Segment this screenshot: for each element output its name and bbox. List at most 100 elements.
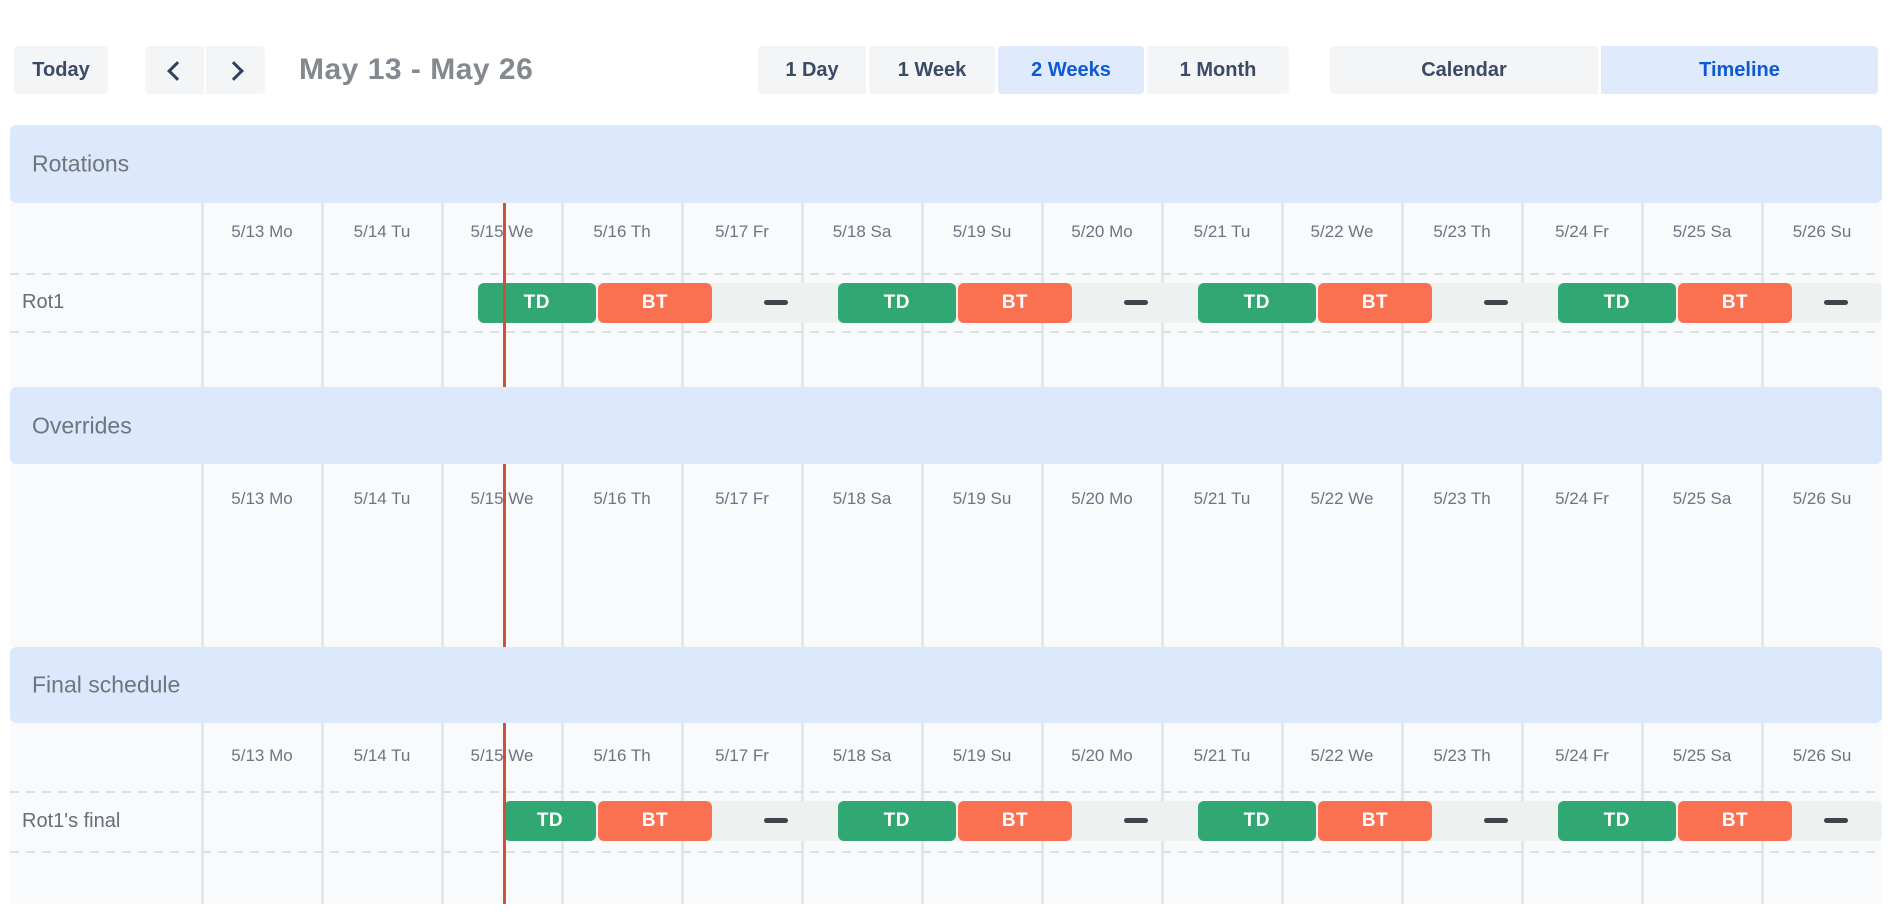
shift-bar-td[interactable]: TD (838, 801, 956, 841)
date-label: 5/20 Mo (1071, 222, 1133, 241)
mode-button-timeline[interactable]: Timeline (1601, 46, 1878, 94)
date-label: 5/23 Th (1433, 746, 1491, 765)
shift-bar-td[interactable]: TD (478, 283, 596, 323)
date-range-title: May 13 - May 26 (299, 53, 534, 86)
date-label: 5/16 Th (593, 746, 651, 765)
date-label: 5/18 Sa (832, 222, 892, 241)
gap-dash-icon (1123, 818, 1148, 823)
shift-bar-td[interactable]: TD (504, 801, 596, 841)
view-button-1-week[interactable]: 1 Week (869, 46, 995, 94)
shift-bar-td[interactable]: TD (1558, 801, 1676, 841)
date-label: 5/25 Sa (1672, 746, 1732, 765)
shift-bar-td[interactable]: TD (838, 283, 956, 323)
date-label: 5/15 We (470, 746, 534, 765)
view-button-1-day[interactable]: 1 Day (758, 46, 866, 94)
date-label: 5/14 Tu (353, 489, 411, 508)
shift-bar-bt[interactable]: BT (958, 801, 1072, 841)
view-button-2-weeks[interactable]: 2 Weeks (998, 46, 1144, 94)
column-separator (321, 464, 324, 647)
date-label: 5/24 Fr (1555, 746, 1609, 765)
shift-bar-bt[interactable]: BT (1318, 283, 1432, 323)
column-separator (561, 464, 564, 647)
date-label: 5/23 Th (1433, 489, 1491, 508)
column-separator (921, 464, 924, 647)
date-label: 5/18 Sa (832, 489, 892, 508)
date-label: 5/22 We (1310, 222, 1374, 241)
shift-bar-bt[interactable]: BT (1318, 801, 1432, 841)
chevron-right-icon (223, 60, 244, 81)
date-label: 5/13 Mo (231, 222, 293, 241)
section-title: Rotations (32, 150, 130, 177)
date-label: 5/20 Mo (1071, 489, 1133, 508)
gap-dash-icon (1483, 818, 1508, 823)
view-button-1-month[interactable]: 1 Month (1147, 46, 1289, 94)
shift-bar-td[interactable]: TD (1558, 283, 1676, 323)
column-separator (1521, 464, 1524, 647)
date-label: 5/24 Fr (1555, 489, 1609, 508)
prev-button[interactable] (145, 46, 204, 94)
shift-bar-bt[interactable]: BT (1678, 283, 1792, 323)
date-label: 5/22 We (1310, 746, 1374, 765)
date-label: 5/16 Th (593, 489, 651, 508)
date-label: 5/22 We (1310, 489, 1374, 508)
shift-bar-bt[interactable]: BT (598, 801, 712, 841)
date-label: 5/17 Fr (715, 746, 769, 765)
gap-dash-icon (763, 300, 788, 305)
mode-button-calendar[interactable]: Calendar (1330, 46, 1598, 94)
date-label: 5/24 Fr (1555, 222, 1609, 241)
column-separator (201, 203, 204, 387)
date-label: 5/15 We (470, 222, 534, 241)
final-grid: 5/13 Mo 5/14 Tu 5/15 We 5/16 Th 5/17 Fr 5/18 … (10, 723, 1882, 904)
row-divider-dashed (10, 331, 1882, 333)
column-separator (441, 203, 444, 387)
date-label: 5/15 We (470, 489, 534, 508)
rotations-section-header: Rotations (10, 125, 1882, 203)
gap-dash-icon (1824, 300, 1849, 305)
date-label: 5/21 Tu (1193, 222, 1251, 241)
column-separator (441, 464, 444, 647)
today-button[interactable]: Today (14, 46, 108, 94)
date-label: 5/13 Mo (231, 489, 293, 508)
column-separator (1641, 464, 1644, 647)
current-time-indicator (503, 464, 507, 647)
shift-bar-bt[interactable]: BT (958, 283, 1072, 323)
date-label: 5/26 Su (1792, 746, 1852, 765)
row-label: Rot1 (22, 291, 65, 313)
column-separator (1761, 464, 1764, 647)
gap-dash-icon (1824, 818, 1849, 823)
gap-dash-icon (1483, 300, 1508, 305)
column-separator (1281, 464, 1284, 647)
overrides-section-header: Overrides (10, 387, 1882, 464)
shift-bar-td[interactable]: TD (1198, 801, 1316, 841)
date-label: 5/23 Th (1433, 222, 1491, 241)
date-label: 5/25 Sa (1672, 489, 1732, 508)
column-separator (321, 723, 324, 904)
date-label: 5/20 Mo (1071, 746, 1133, 765)
column-separator (1161, 464, 1164, 647)
row-label: Rot1's final (22, 810, 121, 832)
date-label: 5/26 Su (1792, 489, 1852, 508)
date-label: 5/19 Su (952, 222, 1012, 241)
section-title: Overrides (32, 412, 132, 438)
next-button[interactable] (206, 46, 265, 94)
column-separator (321, 203, 324, 387)
shift-bar-bt[interactable]: BT (1678, 801, 1792, 841)
section-title: Final schedule (32, 671, 181, 698)
column-separator (681, 464, 684, 647)
row-divider-dashed (10, 791, 1882, 793)
column-separator (201, 464, 204, 647)
date-label: 5/19 Su (952, 746, 1012, 765)
date-label: 5/14 Tu (353, 746, 411, 765)
date-label: 5/17 Fr (715, 222, 769, 241)
date-label: 5/25 Sa (1672, 222, 1732, 241)
shift-bar-bt[interactable]: BT (598, 283, 712, 323)
date-label: 5/19 Su (952, 489, 1012, 508)
shift-bar-td[interactable]: TD (1198, 283, 1316, 323)
gap-dash-icon (763, 818, 788, 823)
column-separator (1401, 464, 1404, 647)
date-label: 5/26 Su (1792, 222, 1852, 241)
current-time-indicator (503, 723, 507, 904)
gap-dash-icon (1123, 300, 1148, 305)
column-separator (801, 464, 804, 647)
